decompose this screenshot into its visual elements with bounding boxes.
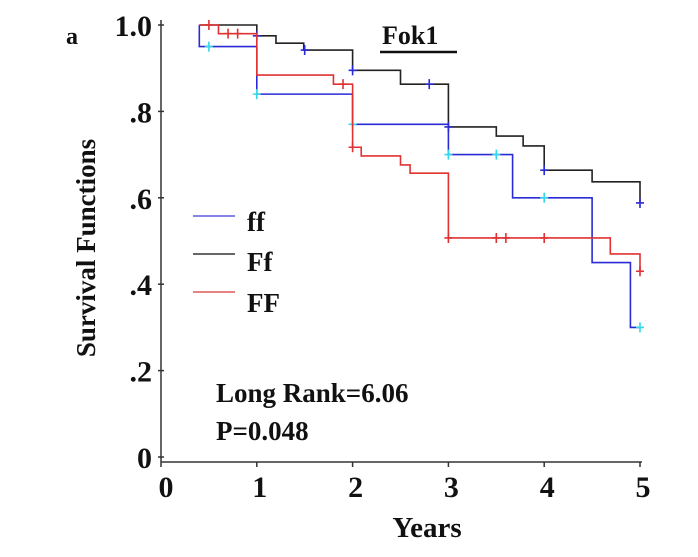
p-value-annotation: P=0.048 — [216, 416, 309, 446]
x-tick-label: 3 — [444, 471, 459, 504]
x-axis-label: Years — [392, 512, 461, 544]
axes: 0 .2 .4 .6 .8 1.0 0 1 2 3 4 5 — [115, 10, 651, 504]
censor-mark-ff — [636, 322, 644, 333]
y-axis-label: Survival Functions — [71, 139, 101, 357]
y-tick-label: 0 — [137, 442, 152, 475]
series-Ff — [199, 24, 644, 208]
censor-mark-FF — [444, 232, 453, 243]
y-tick-label: .2 — [130, 356, 153, 389]
censor-mark-FF — [233, 28, 242, 39]
survival-curve-FF — [199, 24, 641, 272]
censor-mark-FF — [224, 28, 233, 39]
y-tick-label: .4 — [130, 269, 153, 302]
survival-curve-ff — [198, 25, 640, 329]
censor-mark-FF — [540, 232, 549, 243]
censor-mark-Ff — [425, 79, 434, 90]
censor-mark-Ff — [300, 45, 309, 56]
censor-mark-FF — [339, 79, 348, 90]
censor-mark-Ff — [636, 197, 644, 208]
legend: ff Ff FF — [193, 207, 280, 318]
legend-label-FF: FF — [247, 288, 280, 318]
y-tick-label: .8 — [130, 96, 153, 129]
x-tick-label: 1 — [252, 471, 267, 504]
censor-mark-Ff — [540, 165, 549, 176]
censor-mark-Ff — [444, 121, 453, 132]
censor-mark-FF — [636, 266, 644, 277]
series-ff — [198, 25, 644, 333]
censor-mark-Ff — [348, 65, 357, 76]
chart-title: Fok1 — [382, 21, 438, 50]
censor-mark-FF — [348, 142, 357, 153]
legend-label-Ff: Ff — [247, 247, 273, 277]
censor-mark-ff — [204, 41, 213, 52]
censor-mark-ff — [444, 149, 453, 160]
censor-mark-FF — [501, 232, 510, 243]
long-rank-annotation: Long Rank=6.06 — [216, 378, 408, 408]
survival-curve-Ff — [199, 24, 641, 203]
y-tick-label: 1.0 — [115, 10, 153, 43]
y-tick-label: .6 — [130, 183, 153, 216]
x-tick-label: 0 — [159, 471, 174, 504]
censor-mark-ff — [252, 89, 261, 100]
censor-mark-ff — [492, 149, 501, 160]
x-tick-label: 4 — [540, 471, 555, 504]
legend-label-ff: ff — [247, 207, 266, 237]
panel-label: a — [66, 24, 78, 50]
x-tick-label: 2 — [348, 471, 363, 504]
series-FF — [199, 20, 644, 277]
censor-mark-FF — [204, 20, 213, 30]
x-tick-label: 5 — [636, 471, 651, 504]
censor-mark-ff — [540, 192, 549, 203]
curves — [198, 20, 644, 333]
censor-mark-FF — [492, 232, 501, 243]
